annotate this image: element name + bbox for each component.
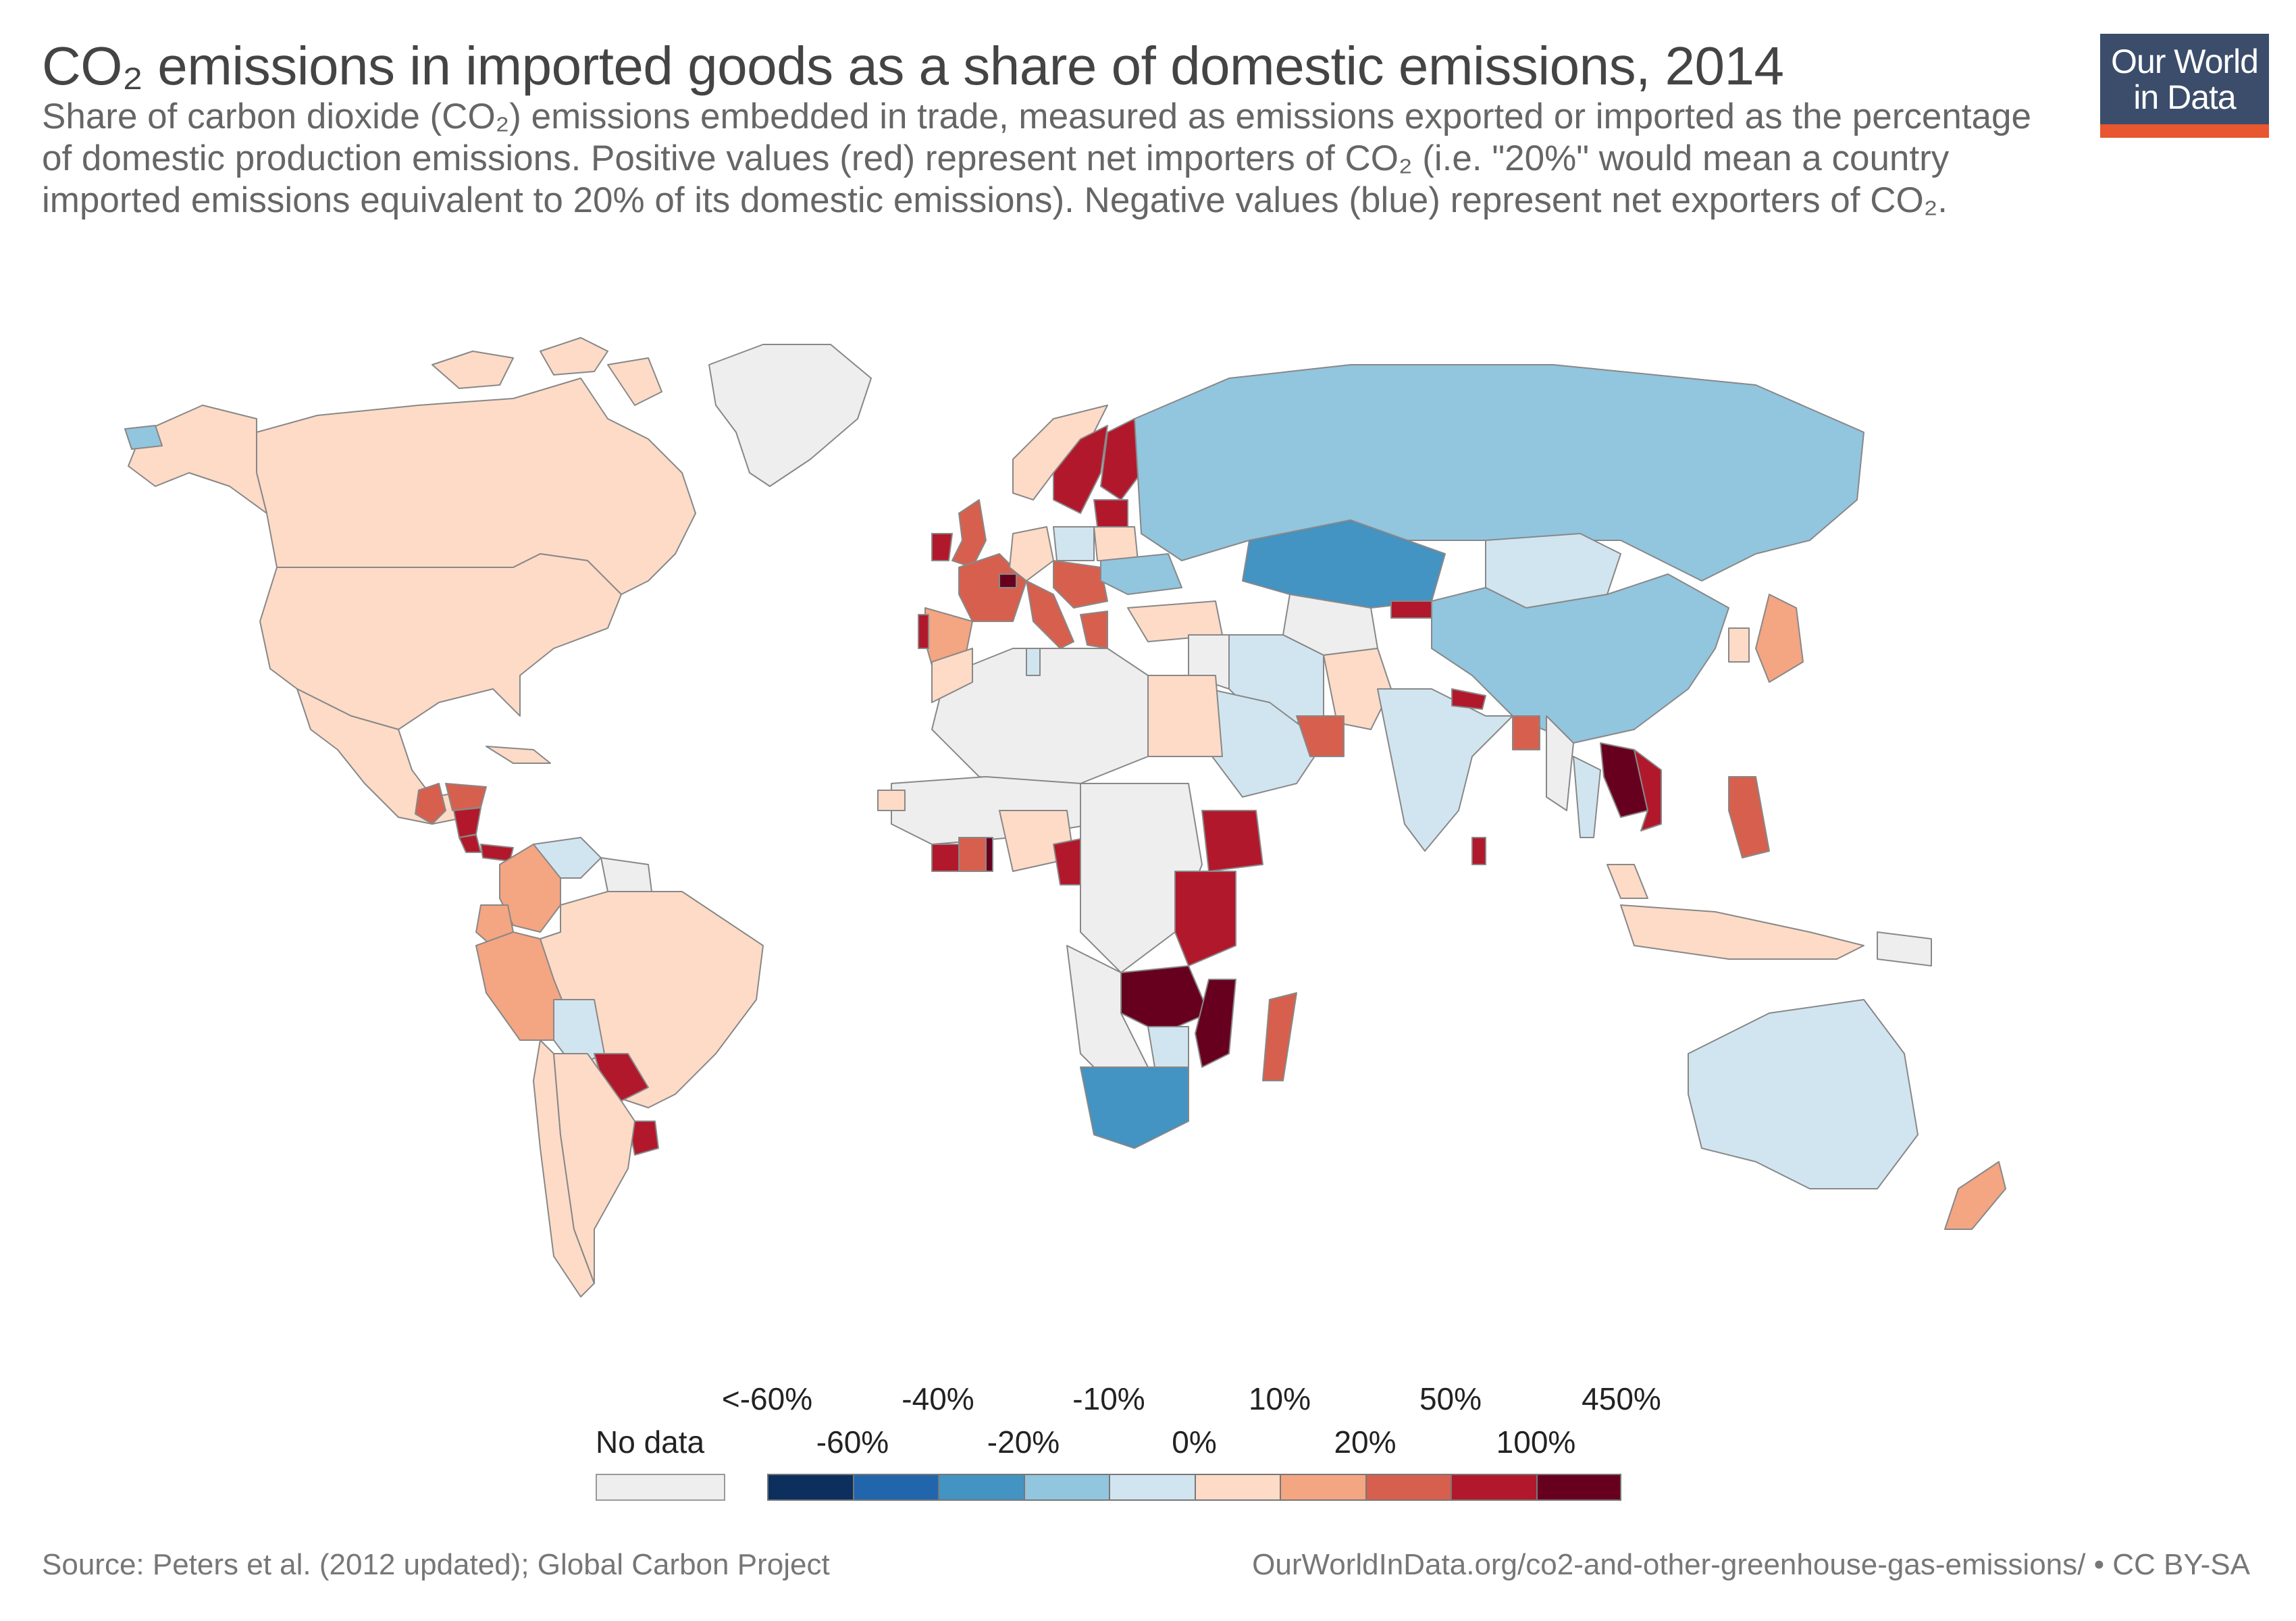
owid-logo[interactable]: Our World in Data bbox=[2100, 34, 2269, 138]
source-url[interactable]: OurWorldInData.org/co2-and-other-greenho… bbox=[1252, 1548, 2250, 1581]
legend-bottom-label: 100% bbox=[1496, 1424, 1576, 1460]
legend-bin-5[interactable] bbox=[1194, 1474, 1280, 1501]
legend-bottom-label: -60% bbox=[816, 1424, 889, 1460]
country-switzerland[interactable]: Switzerland bbox=[999, 573, 1017, 588]
legend-bin-0[interactable] bbox=[767, 1474, 853, 1501]
country-zambia-zimbabwe[interactable]: Zambia / Zimbabwe bbox=[1120, 965, 1209, 1034]
country-baltics[interactable]: Baltics bbox=[1093, 499, 1128, 528]
country-ireland[interactable]: Ireland bbox=[931, 533, 953, 561]
country-honduras[interactable]: Honduras bbox=[445, 783, 487, 811]
country-botswana[interactable]: Botswana bbox=[1147, 1026, 1189, 1068]
legend-bottom-label: 0% bbox=[1172, 1424, 1217, 1460]
country-indonesia[interactable]: Indonesia bbox=[1620, 904, 1864, 960]
country-philippines[interactable]: Philippines bbox=[1728, 776, 1770, 858]
country-papua-new-guinea[interactable]: Papua New Guinea bbox=[1877, 931, 1932, 967]
country-laos-cambodia[interactable]: Laos / Cambodia bbox=[1600, 742, 1648, 818]
country-belarus[interactable]: Belarus bbox=[1093, 526, 1139, 561]
country-uruguay[interactable]: Uruguay bbox=[627, 1121, 659, 1156]
country-senegal[interactable]: Senegal bbox=[877, 790, 906, 811]
country-egypt[interactable]: Egypt bbox=[1147, 675, 1223, 757]
country-new-zealand[interactable]: New Zealand bbox=[1944, 1161, 2006, 1230]
country-italy[interactable]: Italy bbox=[1026, 580, 1074, 649]
country-malaysia[interactable]: Malaysia bbox=[1607, 864, 1648, 899]
legend-top-label: 50% bbox=[1419, 1381, 1482, 1416]
legend-bin-3[interactable] bbox=[1023, 1474, 1109, 1501]
legend-bottom-label: 20% bbox=[1334, 1424, 1397, 1460]
country-united-kingdom[interactable]: United Kingdom bbox=[951, 499, 987, 568]
country-ethiopia[interactable]: Ethiopia bbox=[1201, 810, 1263, 872]
country-finland[interactable]: Finland bbox=[1100, 418, 1142, 500]
country-venezuela[interactable]: Venezuela bbox=[533, 837, 602, 879]
country-china[interactable]: China bbox=[1431, 573, 1729, 744]
country-central-africa[interactable]: Central Africa bbox=[1080, 783, 1203, 973]
country-uae-oman[interactable]: UAE / Oman bbox=[1296, 715, 1345, 757]
country-madagascar[interactable]: Madagascar bbox=[1262, 992, 1297, 1081]
country-nicaragua[interactable]: Nicaragua bbox=[453, 807, 481, 838]
country-togo[interactable]: Togo bbox=[985, 837, 993, 872]
legend-bin-7[interactable] bbox=[1365, 1474, 1451, 1501]
country-alaska[interactable]: Alaska bbox=[128, 405, 267, 514]
legend-bin-2[interactable] bbox=[938, 1474, 1024, 1501]
country-guatemala[interactable]: Guatemala bbox=[415, 783, 446, 825]
legend-bin-8[interactable] bbox=[1451, 1474, 1536, 1501]
country-kenya-tanzania[interactable]: Kenya / Tanzania bbox=[1174, 871, 1236, 967]
country-greece[interactable]: Greece bbox=[1080, 611, 1108, 649]
country-kyrgyzstan[interactable]: Kyrgyzstan bbox=[1390, 600, 1432, 619]
country-united-states[interactable]: United States bbox=[259, 553, 622, 730]
legend-bin-9[interactable] bbox=[1536, 1474, 1621, 1501]
country-costa-rica[interactable]: Costa Rica bbox=[459, 834, 481, 853]
country-morocco[interactable]: Morocco bbox=[931, 648, 973, 703]
logo-line-2: in Data bbox=[2133, 78, 2236, 116]
country-austria-balkans[interactable]: Austria / Balkans bbox=[1053, 560, 1108, 609]
country-portugal[interactable]: Portugal bbox=[918, 614, 929, 649]
country-nepal[interactable]: Nepal bbox=[1451, 688, 1486, 710]
country-myanmar[interactable]: Myanmar bbox=[1546, 715, 1574, 811]
country-mozambique[interactable]: Mozambique bbox=[1195, 979, 1236, 1068]
country-argentina[interactable]: Argentina bbox=[553, 1053, 635, 1284]
legend-top-label: 450% bbox=[1582, 1381, 1661, 1416]
country-greenland[interactable]: Greenland bbox=[708, 344, 872, 487]
legend-top-label: -10% bbox=[1072, 1381, 1145, 1416]
country-guyana[interactable]: Guyana bbox=[600, 857, 652, 892]
source-note: Source: Peters et al. (2012 updated); Gl… bbox=[42, 1548, 830, 1581]
country-ghana[interactable]: Ghana bbox=[958, 837, 987, 872]
chart-subtitle: Share of carbon dioxide (CO₂) emissions … bbox=[42, 97, 2031, 220]
country-south-africa[interactable]: South Africa bbox=[1080, 1066, 1189, 1149]
country-ukraine[interactable]: Ukraine bbox=[1100, 553, 1182, 595]
legend-bin-1[interactable] bbox=[852, 1474, 938, 1501]
country-japan[interactable]: Japan bbox=[1755, 594, 1804, 683]
legend-top-label: -40% bbox=[902, 1381, 974, 1416]
legend-bin-6[interactable] bbox=[1280, 1474, 1365, 1501]
country-vietnam[interactable]: Vietnam bbox=[1634, 749, 1662, 831]
country-canada[interactable]: Canada bbox=[256, 337, 696, 595]
country-germany[interactable]: Germany bbox=[1009, 526, 1054, 582]
country-cuba[interactable]: Cuba bbox=[486, 746, 551, 764]
legend-top-label: <-60% bbox=[721, 1381, 813, 1416]
country-bangladesh[interactable]: Bangladesh bbox=[1512, 715, 1540, 750]
country-thailand[interactable]: Thailand bbox=[1573, 756, 1601, 838]
legend-no-data-swatch[interactable] bbox=[596, 1474, 725, 1501]
country-sri-lanka[interactable]: Sri Lanka bbox=[1471, 837, 1486, 865]
legend-bin-4[interactable] bbox=[1109, 1474, 1195, 1501]
country-iceland[interactable]: Iceland bbox=[124, 425, 163, 450]
country-ivory-coast[interactable]: Ivory Coast bbox=[931, 844, 960, 872]
country-sweden[interactable]: Sweden bbox=[1053, 425, 1108, 514]
country-france[interactable]: France bbox=[958, 553, 1027, 622]
legend-top-label: 10% bbox=[1248, 1381, 1311, 1416]
logo-line-1: Our World bbox=[2111, 43, 2259, 80]
chart-title: CO₂ emissions in imported goods as a sha… bbox=[42, 36, 1784, 96]
country-india[interactable]: India bbox=[1377, 688, 1513, 852]
country-tunisia[interactable]: Tunisia bbox=[1026, 648, 1041, 676]
legend-bottom-label: -20% bbox=[987, 1424, 1060, 1460]
country-poland[interactable]: Poland bbox=[1053, 526, 1095, 561]
country-australia[interactable]: Australia bbox=[1688, 999, 1919, 1189]
country-south-korea[interactable]: South Korea bbox=[1728, 627, 1750, 663]
legend-no-data-label: No data bbox=[596, 1424, 705, 1460]
